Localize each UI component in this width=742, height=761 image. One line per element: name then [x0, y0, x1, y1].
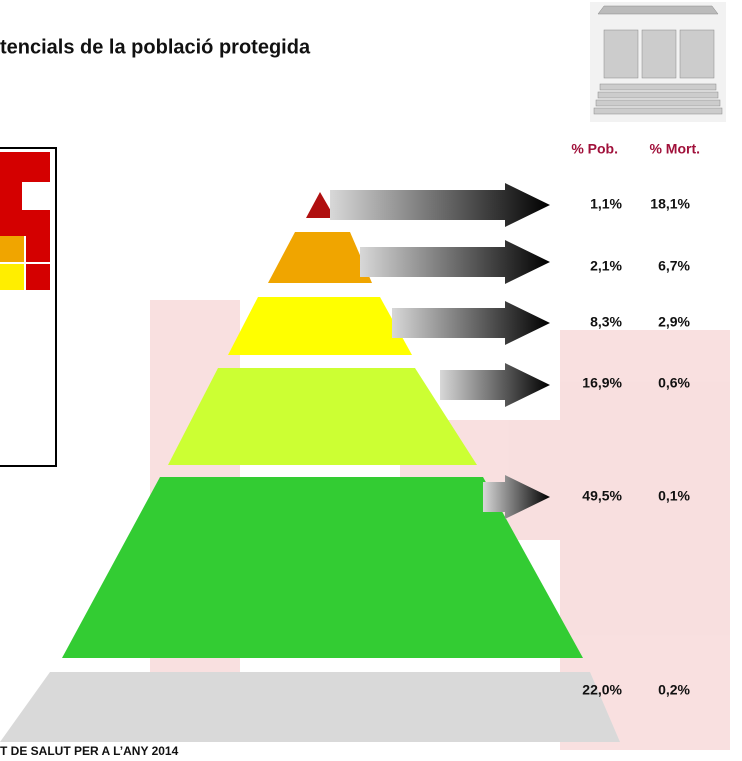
- pyramid: [0, 192, 620, 742]
- legend-box: [0, 147, 57, 467]
- arrow: [360, 240, 550, 284]
- pob-value: 1,1%: [590, 196, 622, 212]
- mort-value: 6,7%: [658, 258, 690, 274]
- arrows: [330, 183, 550, 519]
- mort-value: 0,1%: [658, 488, 690, 504]
- title: tencials de la població protegida: [0, 36, 311, 58]
- mort-value: 0,2%: [658, 682, 690, 698]
- arrow: [440, 363, 550, 407]
- thumbnail: [590, 2, 726, 122]
- col-header: % Pob.: [571, 141, 618, 157]
- col-header: % Mort.: [649, 141, 700, 157]
- pob-value: 16,9%: [582, 375, 622, 391]
- mort-value: 2,9%: [658, 314, 690, 330]
- arrow: [483, 475, 550, 519]
- pob-value: 22,0%: [582, 682, 622, 698]
- arrow: [392, 301, 550, 345]
- mort-value: 18,1%: [650, 196, 690, 212]
- mort-value: 0,6%: [658, 375, 690, 391]
- footer: T DE SALUT PER A L’ANY 2014: [0, 744, 179, 758]
- pob-value: 2,1%: [590, 258, 622, 274]
- arrow: [330, 183, 550, 227]
- pob-value: 49,5%: [582, 488, 622, 504]
- pob-value: 8,3%: [590, 314, 622, 330]
